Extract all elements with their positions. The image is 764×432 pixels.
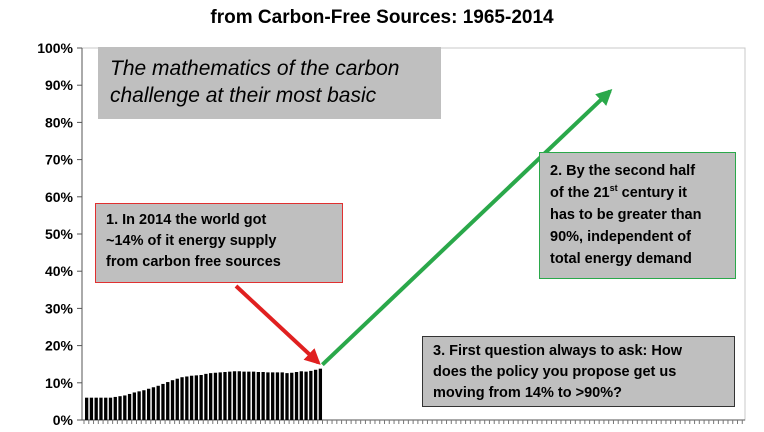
bar-1968 xyxy=(99,397,103,420)
note-1-line-1: 1. In 2014 the world got xyxy=(106,212,267,228)
bar-2001 xyxy=(256,372,261,420)
bar-1994 xyxy=(223,372,227,420)
bar-1987 xyxy=(189,375,194,420)
note-3-line-1: 3. First question always to ask: How xyxy=(433,343,682,359)
bar-1975 xyxy=(132,392,136,420)
bar-2003 xyxy=(266,372,270,420)
y-tick-label: 70% xyxy=(45,152,74,168)
y-tick-label: 0% xyxy=(53,412,74,428)
red-arrow xyxy=(234,284,321,365)
bar-2008 xyxy=(290,372,294,420)
bar-1988 xyxy=(194,375,199,420)
note-3-line-2: does the policy you propose get us xyxy=(433,364,677,380)
chart-title-line-2: from Carbon-Free Sources: 1965-2014 xyxy=(210,7,554,28)
note-2-text-b: century it xyxy=(617,185,687,201)
bar-1972 xyxy=(118,396,122,420)
y-tick-label: 80% xyxy=(45,114,74,130)
bar-1991 xyxy=(209,373,213,420)
bar-2007 xyxy=(285,373,289,420)
note-2-text-a: of the 21 xyxy=(550,185,610,201)
bar-1971 xyxy=(113,396,117,420)
bar-2013 xyxy=(313,369,318,420)
bar-1985 xyxy=(180,377,184,420)
bar-2009 xyxy=(294,372,299,420)
bar-1986 xyxy=(185,376,189,420)
bar-1974 xyxy=(127,393,132,420)
y-tick-label: 100% xyxy=(37,40,73,56)
note-3-line-3: moving from 14% to >90%? xyxy=(433,385,622,401)
annotation-future-target: 2. By the second half of the 21st centur… xyxy=(539,152,736,279)
bar-1984 xyxy=(175,378,179,420)
bar-1979 xyxy=(151,387,156,420)
y-tick-label: 40% xyxy=(45,263,74,279)
bar-1980 xyxy=(156,385,160,420)
note-2-line-3: has to be greater than xyxy=(550,207,702,223)
bar-1983 xyxy=(170,380,175,420)
bar-1995 xyxy=(228,371,232,420)
note-1-line-3: from carbon free sources xyxy=(106,254,281,270)
y-tick-label: 50% xyxy=(45,226,74,242)
bar-1982 xyxy=(166,382,170,420)
intro-line-1: The mathematics of the carbon xyxy=(110,57,400,80)
note-1-line-2: ~14% of it energy supply xyxy=(106,233,277,249)
bar-2010 xyxy=(299,371,303,420)
bar-1998 xyxy=(242,371,246,420)
bar-1992 xyxy=(213,372,218,420)
bar-1977 xyxy=(142,390,146,420)
bar-2011 xyxy=(304,371,308,420)
note-2-line-2: of the 21st century it xyxy=(550,182,725,204)
intro-annotation: The mathematics of the carbon challenge … xyxy=(98,47,441,119)
bar-2002 xyxy=(261,372,265,420)
y-tick-label: 60% xyxy=(45,189,74,205)
y-tick-label: 90% xyxy=(45,77,74,93)
bar-1989 xyxy=(199,374,203,420)
green-arrow xyxy=(321,88,613,367)
annotation-current-share: 1. In 2014 the world got ~14% of it ener… xyxy=(95,203,343,283)
bar-2006 xyxy=(280,372,284,420)
bar-1967 xyxy=(94,397,98,420)
bar-2012 xyxy=(309,370,313,420)
annotation-policy-question: 3. First question always to ask: How doe… xyxy=(422,336,735,407)
bar-1996 xyxy=(232,371,237,420)
y-tick-label: 30% xyxy=(45,300,74,316)
bar-1999 xyxy=(247,371,251,420)
bar-2000 xyxy=(251,371,256,420)
note-2-line-4: 90%, independent of xyxy=(550,229,691,245)
note-2-line-1: 2. By the second half xyxy=(550,163,696,179)
intro-line-2: challenge at their most basic xyxy=(110,84,377,107)
bar-1973 xyxy=(123,395,127,420)
bar-1997 xyxy=(237,371,241,420)
bar-2014 xyxy=(318,368,323,420)
bar-1965 xyxy=(85,397,89,420)
bar-2004 xyxy=(271,372,275,420)
bar-1966 xyxy=(89,397,94,420)
bar-1970 xyxy=(108,397,113,420)
bar-1993 xyxy=(218,372,222,420)
bar-1976 xyxy=(137,391,141,420)
bar-1990 xyxy=(204,373,208,420)
y-tick-label: 10% xyxy=(45,375,74,391)
note-2-line-5: total energy demand xyxy=(550,251,692,267)
bar-2005 xyxy=(275,372,280,420)
note-2-superscript: st xyxy=(609,183,618,194)
bar-1978 xyxy=(147,388,151,420)
bar-1969 xyxy=(104,397,108,420)
bar-1981 xyxy=(161,383,165,420)
y-tick-label: 20% xyxy=(45,338,74,354)
